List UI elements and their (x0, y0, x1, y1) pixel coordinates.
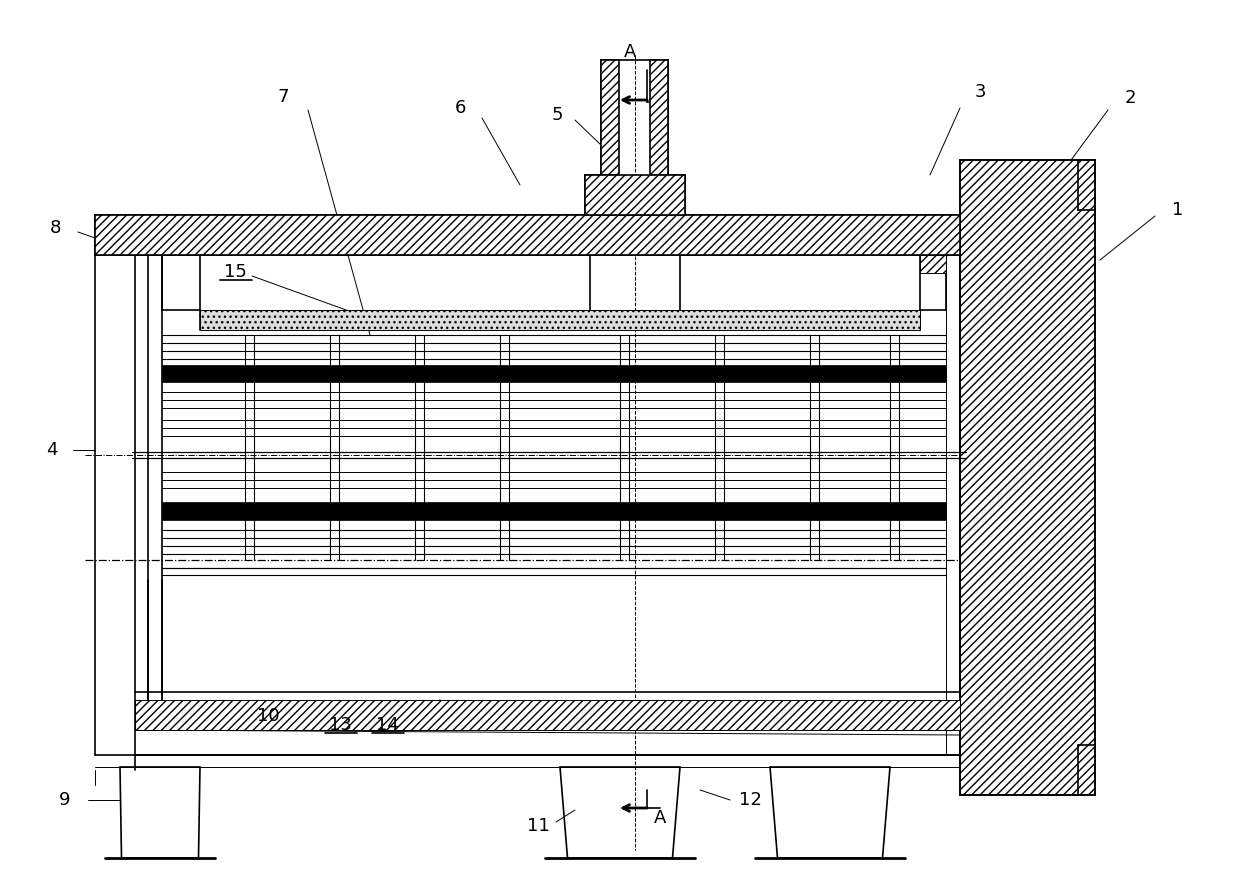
Bar (200, 310, 920, 330)
Text: 4: 4 (46, 441, 58, 459)
Bar (920, 255, 946, 273)
Text: 14: 14 (376, 716, 398, 734)
Bar (960, 160, 1095, 795)
Text: 13: 13 (329, 716, 351, 734)
Text: 8: 8 (50, 219, 61, 237)
Bar (585, 175, 684, 215)
Text: 2: 2 (1125, 89, 1136, 107)
Text: 11: 11 (527, 817, 549, 835)
Text: 6: 6 (454, 99, 466, 117)
Bar (135, 700, 960, 730)
Text: 10: 10 (257, 707, 279, 725)
Text: 1: 1 (1172, 201, 1184, 219)
Text: 9: 9 (60, 791, 71, 809)
Text: 3: 3 (975, 83, 986, 101)
Text: 7: 7 (278, 88, 289, 106)
Text: 5: 5 (552, 106, 563, 124)
Text: 12: 12 (739, 791, 761, 809)
Bar (601, 60, 619, 175)
Bar (95, 215, 960, 255)
Text: 15: 15 (223, 263, 247, 281)
Bar (162, 502, 946, 520)
Bar (650, 60, 668, 175)
Text: A: A (624, 43, 636, 61)
Bar (162, 365, 946, 382)
Text: A: A (653, 809, 666, 827)
